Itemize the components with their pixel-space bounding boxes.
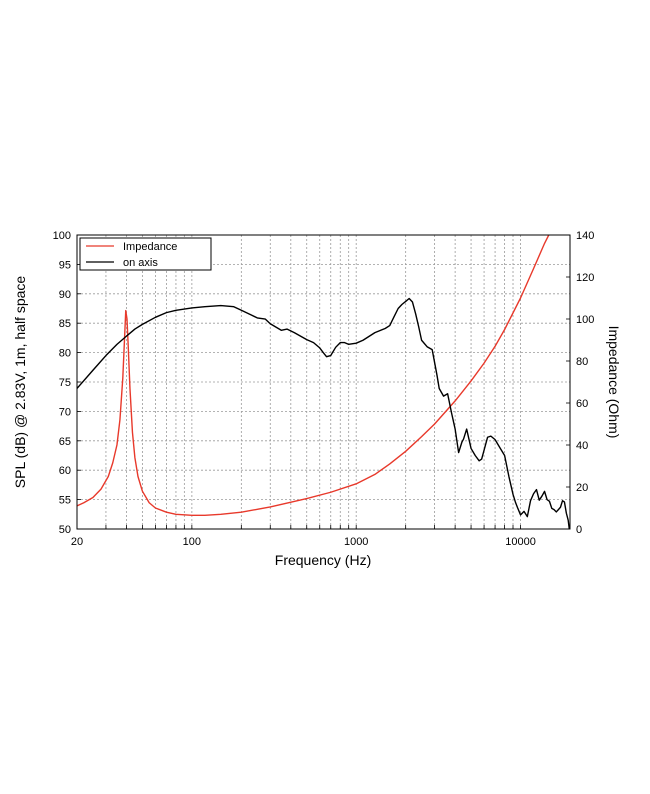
tick-labels: 5055606570758085909510002040608010012014… bbox=[53, 230, 595, 548]
y2-tick-label: 120 bbox=[576, 272, 594, 284]
grid bbox=[77, 235, 570, 529]
plot-area bbox=[77, 235, 570, 529]
y-tick-label: 60 bbox=[59, 465, 71, 477]
x-tick-label: 100 bbox=[183, 536, 201, 548]
y2-tick-label: 100 bbox=[576, 314, 594, 326]
series-line-on-axis bbox=[77, 297, 570, 529]
y2-axis-title: Impedance (Ohm) bbox=[606, 326, 622, 439]
y-tick-label: 65 bbox=[59, 436, 71, 448]
ticks bbox=[77, 234, 570, 530]
x-tick-label: 20 bbox=[71, 536, 83, 548]
legend-label-on-axis: on axis bbox=[123, 257, 158, 269]
y2-tick-label: 140 bbox=[576, 230, 594, 242]
x-tick-label: 10000 bbox=[505, 536, 536, 548]
y-tick-label: 55 bbox=[59, 495, 71, 507]
y-axis-title: SPL (dB) @ 2.83V, 1m, half space bbox=[12, 276, 28, 489]
y-tick-label: 75 bbox=[59, 377, 71, 389]
series-line-impedance bbox=[77, 235, 550, 517]
y2-tick-label: 60 bbox=[576, 398, 588, 410]
y-tick-label: 85 bbox=[59, 318, 71, 330]
y2-tick-label: 80 bbox=[576, 356, 588, 368]
legend-label-impedance: Impedance bbox=[123, 241, 177, 253]
y-tick-label: 95 bbox=[59, 259, 71, 271]
legend-box bbox=[79, 237, 212, 271]
y2-tick-label: 20 bbox=[576, 482, 588, 494]
y-tick-label: 100 bbox=[53, 230, 71, 242]
series-group bbox=[77, 235, 570, 529]
y-tick-label: 80 bbox=[59, 348, 71, 360]
y-tick-label: 50 bbox=[59, 524, 71, 536]
y2-tick-label: 0 bbox=[576, 524, 582, 536]
x-axis-title: Frequency (Hz) bbox=[275, 552, 371, 568]
x-tick-label: 1000 bbox=[344, 536, 368, 548]
y2-tick-label: 40 bbox=[576, 440, 588, 452]
y-tick-label: 90 bbox=[59, 289, 71, 301]
y-tick-label: 70 bbox=[59, 406, 71, 418]
legend: Impedance on axis bbox=[79, 237, 212, 271]
